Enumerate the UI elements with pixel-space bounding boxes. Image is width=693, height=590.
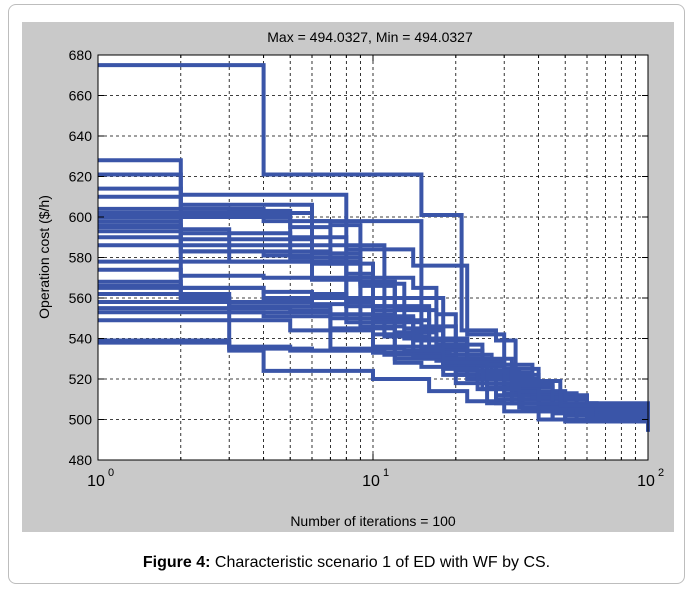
x-tick-label: 10 [87, 473, 105, 490]
series-line-24 [98, 225, 650, 430]
series-line-26 [98, 267, 650, 428]
chart: Max = 494.0327, Min = 494.0327 480 500 520… [36, 29, 664, 529]
y-tick-label: 480 [69, 452, 93, 468]
figure-caption-text: Characteristic scenario 1 of ED with WF … [210, 554, 551, 571]
figure-caption-label: Figure 4: [142, 554, 211, 571]
x-tick-exponent: 2 [658, 467, 664, 479]
y-tick-label: 640 [69, 128, 93, 144]
x-tick-exponent: 1 [383, 467, 389, 479]
y-tick-label: 620 [69, 169, 93, 185]
figure-caption: Figure 4: Characteristic scenario 1 of E… [0, 554, 693, 572]
x-axis-label: Number of iterations = 100 [290, 513, 456, 529]
y-tick-label: 680 [69, 47, 93, 63]
x-tick-label: 10 [362, 473, 380, 490]
x-tick-exponent: 0 [108, 467, 114, 479]
y-tick-label: 580 [69, 250, 93, 266]
y-tick-label: 540 [69, 331, 93, 347]
chart-title: Max = 494.0327, Min = 494.0327 [267, 29, 473, 45]
y-tick-label: 500 [69, 412, 93, 428]
y-tick-label: 560 [69, 290, 93, 306]
y-axis-label: Operation cost ($/h) [36, 195, 52, 319]
series-line-25 [98, 306, 650, 430]
series-layer [98, 63, 650, 432]
y-tick-label: 660 [69, 88, 93, 104]
y-tick-label: 520 [69, 371, 93, 387]
x-tick-label: 10 [637, 473, 655, 490]
y-tick-label: 600 [69, 209, 93, 225]
